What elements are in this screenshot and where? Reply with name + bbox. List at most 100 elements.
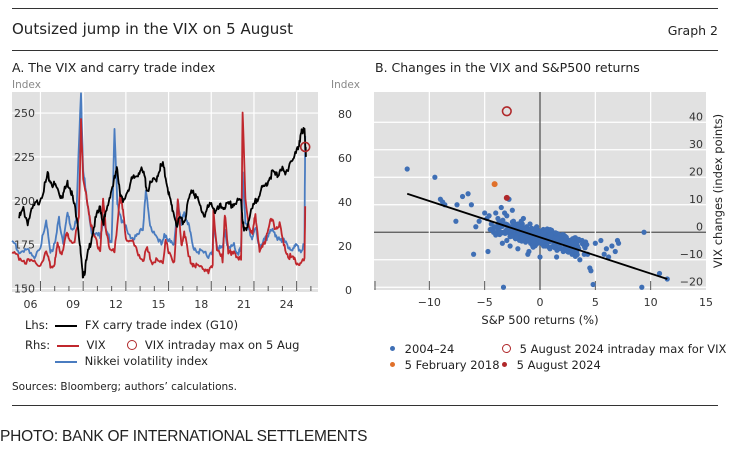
top-rule xyxy=(12,8,718,9)
legend-b-item-2004-24: 2004–24 xyxy=(390,342,454,356)
nikkei-vol-line xyxy=(11,92,307,260)
graph-number: Graph 2 xyxy=(667,23,718,38)
panel-a-x-tick-label: 09 xyxy=(66,298,80,311)
scatter-point xyxy=(548,227,555,233)
scatter-point xyxy=(601,251,607,257)
scatter-point xyxy=(547,232,554,238)
legend-b-item-feb2018: 5 February 2018 xyxy=(390,358,500,372)
panel-b-y-tick-label: 20 xyxy=(689,165,703,178)
legend-b-item-intraday: 5 August 2024 intraday max for VIX xyxy=(502,342,726,356)
panel-a-left-tick-label: 150 xyxy=(14,282,35,295)
scatter-point xyxy=(615,240,622,246)
panel-b-y-tick-label: 0 xyxy=(696,220,703,233)
scatter-point xyxy=(476,218,482,224)
scatter-point xyxy=(554,254,560,260)
panel-a-x-tick-label: 06 xyxy=(23,298,37,311)
legend-a-row-1: Lhs: FX carry trade index (G10) xyxy=(25,318,238,332)
scatter-point xyxy=(485,248,491,255)
scatter-point xyxy=(488,227,494,233)
scatter-point xyxy=(570,236,576,242)
scatter-point xyxy=(519,234,526,240)
panel-b-x-tick-label: 5 xyxy=(592,296,599,309)
panel-a-right-tick-label: 20 xyxy=(338,240,352,253)
panel-a-title: A. The VIX and carry trade index xyxy=(12,60,216,75)
panel-a-chart: 150 175 200 225 250 0 20 40 60 80 06 09 12 15 18 21 24 xyxy=(11,92,352,311)
panel-a-x-tick-label: 18 xyxy=(194,298,208,311)
panel-b-x-tick-label: 15 xyxy=(699,296,713,309)
scatter-point xyxy=(521,226,528,232)
legend-nikkei-line-icon xyxy=(55,360,77,363)
scatter-point xyxy=(527,221,533,227)
scatter-point xyxy=(509,219,515,225)
scatter-point xyxy=(492,224,498,230)
scatter-point xyxy=(551,243,557,249)
panel-a-x-tick-label: 15 xyxy=(152,298,166,311)
legend-a-row-2: Rhs: VIX VIX intraday max on 5 Aug xyxy=(25,338,299,352)
vix-intraday-max-marker xyxy=(299,141,311,153)
scatter-point xyxy=(493,210,499,216)
scatter-point xyxy=(518,218,524,224)
legend-nikkei-label: Nikkei volatility index xyxy=(84,354,208,368)
panel-a-x-tick-label: 24 xyxy=(280,298,294,311)
panel-a-right-tick-label: 60 xyxy=(338,152,352,165)
scatter-point xyxy=(543,227,549,233)
graph-title: Outsized jump in the VIX on 5 August xyxy=(12,20,293,38)
scatter-point xyxy=(583,239,589,245)
scatter-point xyxy=(609,243,615,249)
scatter-point xyxy=(465,191,471,197)
scatter-point xyxy=(432,174,438,180)
legend-b-intraday-label: 5 August 2024 intraday max for VIX xyxy=(519,342,727,356)
panel-b-y-tick-label: 10 xyxy=(689,193,703,206)
feb2018-point xyxy=(491,181,498,188)
scatter-point xyxy=(592,240,598,246)
scatter-point xyxy=(612,248,618,255)
panel-a-left-tick-label: 200 xyxy=(14,195,35,208)
scatter-point xyxy=(468,202,474,208)
scatter-point xyxy=(500,217,506,223)
scatter-point xyxy=(525,251,531,257)
legend-carry-line-icon xyxy=(55,324,78,327)
scatter-point xyxy=(606,254,612,260)
panel-b-x-tick-label: 0 xyxy=(537,296,544,309)
scatter-point xyxy=(509,207,515,213)
scatter-point xyxy=(482,210,488,216)
panel-b-title: B. Changes in the VIX and S&P500 returns xyxy=(375,60,640,75)
scatter-point xyxy=(656,270,663,277)
panel-b-x-tick-label: −5 xyxy=(477,296,493,309)
scatter-point xyxy=(515,246,521,252)
scatter-point xyxy=(565,240,572,247)
scatter-point xyxy=(641,229,647,235)
scatter-point xyxy=(504,213,510,219)
scatter-point xyxy=(504,237,510,244)
sources-note: Sources: Bloomberg; authors’ calculation… xyxy=(12,381,237,393)
panel-b-y-tick-label: 30 xyxy=(689,138,703,151)
legend-feb2018-dot-icon xyxy=(390,362,395,367)
legend-scatter-dot-icon xyxy=(390,346,395,351)
vix-line xyxy=(11,111,307,275)
scatter-point xyxy=(639,284,645,290)
scatter-point xyxy=(454,202,460,208)
scatter-point xyxy=(507,243,513,249)
panel-a-right-axis-unit: Index xyxy=(331,79,360,91)
scatter-point xyxy=(603,246,610,252)
scatter-point xyxy=(588,268,594,274)
panel-b-chart: −20 −10 0 10 20 30 40 −10 −5 0 5 10 15 S&P 500 return… xyxy=(374,92,725,327)
legend-prefix-lhs: Lhs: xyxy=(25,318,49,332)
panel-a-left-axis-unit: Index xyxy=(12,79,41,91)
panel-b-y-tick-label: −20 xyxy=(680,275,703,288)
panel-b-x-axis-title: S&P 500 returns (%) xyxy=(481,313,598,327)
scatter-point xyxy=(530,243,536,249)
panel-a-left-tick-label: 175 xyxy=(14,239,35,252)
panel-a-right-tick-label: 40 xyxy=(338,196,352,209)
carry-trade-line xyxy=(18,127,307,279)
aug2024-intraday-max-marker xyxy=(501,106,512,117)
scatter-point xyxy=(590,281,596,288)
panel-b-y-tick-label: −10 xyxy=(680,248,703,261)
scatter-point xyxy=(497,228,503,235)
scatter-point xyxy=(471,251,477,257)
panel-b-x-tick-label: −10 xyxy=(418,296,441,309)
scatter-point xyxy=(404,166,410,172)
scatter-point xyxy=(498,204,504,211)
legend-aug2024-dot-icon xyxy=(502,362,507,367)
scatter-point xyxy=(576,236,582,242)
